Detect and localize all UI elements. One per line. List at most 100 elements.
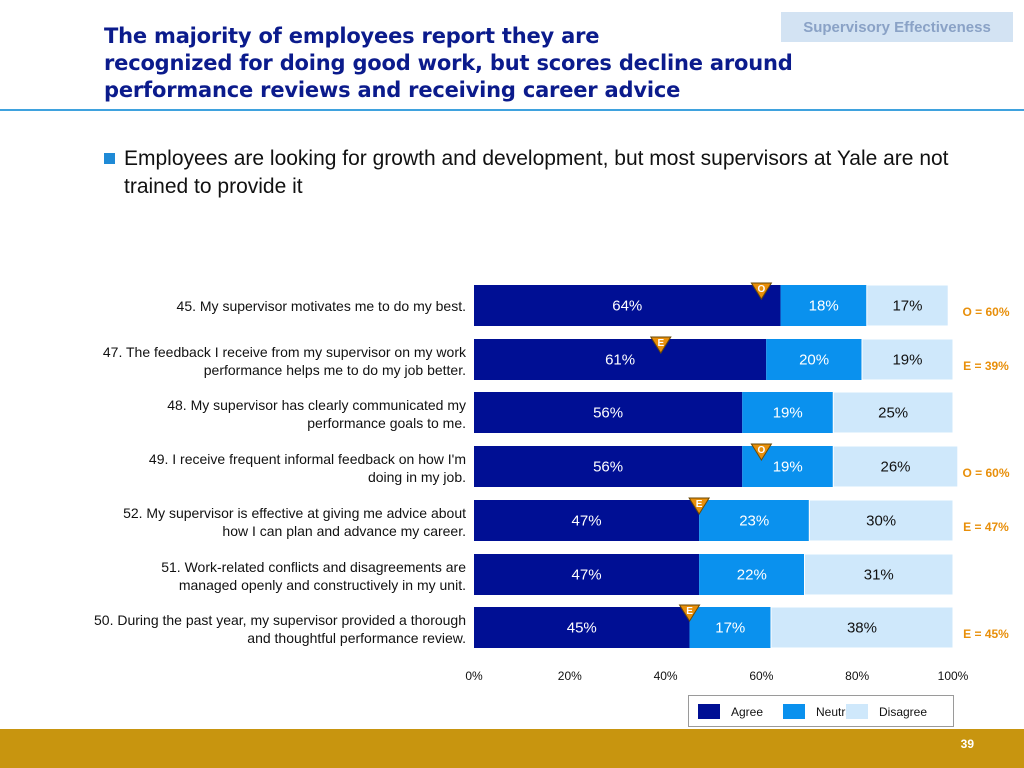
question-label-line: how I can plan and advance my career.: [222, 523, 466, 539]
data-label-agree: 56%: [593, 459, 623, 476]
benchmark-marker-e: [649, 336, 672, 354]
bar-segment-disagree: [866, 284, 949, 327]
slide-title-line-3: performance reviews and receiving career…: [104, 78, 681, 102]
bar-segment-disagree: [804, 553, 954, 596]
stacked-bar-chart: 45. My supervisor motivates me to do my …: [94, 282, 1010, 683]
question-label-line: and thoughtful performance review.: [247, 630, 466, 646]
bullet-text: Employees are looking for growth and dev…: [124, 147, 949, 198]
legend-label-disagree: Disagree: [879, 705, 928, 719]
bar-segment-disagree: [832, 445, 959, 488]
data-label-agree: 47%: [572, 567, 602, 584]
benchmark-marker-letter: E: [686, 606, 693, 617]
bar-segment-neutral: [699, 554, 805, 595]
legend-label-neutral: Neutral: [816, 705, 855, 719]
chart-legend: Agree Neutral Disagree: [688, 695, 954, 727]
question-label-line: doing in my job.: [368, 469, 466, 485]
question-label-line: 47. The feedback I receive from my super…: [103, 344, 467, 360]
data-label-agree: 45%: [567, 620, 597, 637]
data-label-neutral: 19%: [773, 459, 803, 476]
question-label: 47. The feedback I receive from my super…: [103, 344, 467, 378]
question-label-line: 49. I receive frequent informal feedback…: [149, 451, 466, 467]
footer-bar: 39: [0, 729, 1024, 768]
benchmark-marker-o: [750, 443, 773, 461]
section-tag: Supervisory Effectiveness: [781, 12, 1013, 42]
x-tick-label: 20%: [558, 669, 582, 683]
question-label-line: 52. My supervisor is effective at giving…: [123, 505, 466, 521]
data-label-agree: 56%: [593, 405, 623, 422]
bar-segment-agree: [474, 446, 743, 487]
question-label: 51. Work-related conflicts and disagreem…: [161, 559, 466, 593]
benchmark-marker-e: [678, 604, 701, 622]
data-label-disagree: 19%: [892, 352, 922, 369]
legend-swatch-neutral: [783, 704, 805, 719]
bar-segment-disagree: [770, 606, 954, 649]
benchmark-label: O = 60%: [962, 305, 1009, 319]
question-label-line: performance goals to me.: [307, 415, 466, 431]
benchmark-marker-e: [688, 497, 711, 515]
benchmark-marker-letter: O: [758, 284, 766, 295]
data-label-neutral: 22%: [737, 567, 767, 584]
question-label-line: 48. My supervisor has clearly communicat…: [167, 397, 466, 413]
bar-segment-disagree: [861, 338, 954, 381]
benchmark-label: E = 39%: [963, 359, 1009, 373]
bar-segment-neutral: [766, 339, 862, 380]
x-tick-label: 60%: [749, 669, 773, 683]
benchmark-marker-letter: O: [758, 445, 766, 456]
x-tick-label: 80%: [845, 669, 869, 683]
benchmark-label: E = 47%: [963, 520, 1009, 534]
bar-segment-agree: [474, 607, 690, 648]
slide-title-line-2: recognized for doing good work, but scor…: [104, 51, 793, 75]
question-label: 49. I receive frequent informal feedback…: [149, 451, 466, 485]
x-tick-label: 0%: [465, 669, 483, 683]
data-label-neutral: 23%: [739, 513, 769, 530]
data-label-agree: 61%: [605, 352, 635, 369]
data-label-disagree: 17%: [892, 298, 922, 315]
legend-swatch-agree: [698, 704, 720, 719]
bar-segment-disagree: [808, 499, 954, 542]
page-number: 39: [960, 737, 974, 751]
question-label: 50. During the past year, my supervisor …: [94, 612, 466, 646]
question-label-line: 51. Work-related conflicts and disagreem…: [161, 559, 466, 575]
bar-segment-agree: [474, 339, 767, 380]
bar-segment-agree: [474, 500, 700, 541]
data-label-neutral: 20%: [799, 352, 829, 369]
data-label-disagree: 38%: [847, 620, 877, 637]
slide-title-line-1: The majority of employees report they ar…: [104, 24, 600, 48]
question-label-line: 50. During the past year, my supervisor …: [94, 612, 466, 628]
benchmark-marker-o: [750, 282, 773, 300]
data-label-disagree: 25%: [878, 405, 908, 422]
x-tick-label: 40%: [654, 669, 678, 683]
question-label: 52. My supervisor is effective at giving…: [123, 505, 466, 539]
question-label-line: 45. My supervisor motivates me to do my …: [177, 298, 466, 314]
square-bullet-icon: [104, 153, 115, 164]
question-label: 48. My supervisor has clearly communicat…: [167, 397, 466, 431]
data-label-disagree: 31%: [864, 567, 894, 584]
benchmark-label: E = 45%: [963, 627, 1009, 641]
bar-segment-disagree: [832, 391, 954, 434]
data-label-neutral: 17%: [715, 620, 745, 637]
question-label: 45. My supervisor motivates me to do my …: [177, 298, 466, 314]
bar-segment-neutral: [742, 392, 834, 433]
benchmark-label: O = 60%: [962, 466, 1009, 480]
legend-swatch-disagree: [846, 704, 868, 719]
x-tick-label: 100%: [938, 669, 969, 683]
data-label-disagree: 26%: [881, 459, 911, 476]
benchmark-marker-letter: E: [696, 499, 703, 510]
data-label-agree: 47%: [572, 513, 602, 530]
data-label-neutral: 18%: [809, 298, 839, 315]
bar-segment-neutral: [699, 500, 810, 541]
legend-label-agree: Agree: [731, 705, 764, 719]
benchmark-marker-letter: E: [657, 338, 664, 349]
bar-segment-agree: [474, 554, 700, 595]
question-label-line: managed openly and constructively in my …: [179, 577, 466, 593]
bar-segment-neutral: [689, 607, 771, 648]
question-label-line: performance helps me to do my job better…: [204, 362, 466, 378]
data-label-disagree: 30%: [866, 513, 896, 530]
slide-title: The majority of employees report they ar…: [104, 23, 793, 104]
bar-segment-agree: [474, 392, 743, 433]
data-label-neutral: 19%: [773, 405, 803, 422]
bar-segment-agree: [474, 285, 781, 326]
data-label-agree: 64%: [612, 298, 642, 315]
title-divider: [0, 109, 1024, 111]
bar-segment-neutral: [780, 285, 867, 326]
